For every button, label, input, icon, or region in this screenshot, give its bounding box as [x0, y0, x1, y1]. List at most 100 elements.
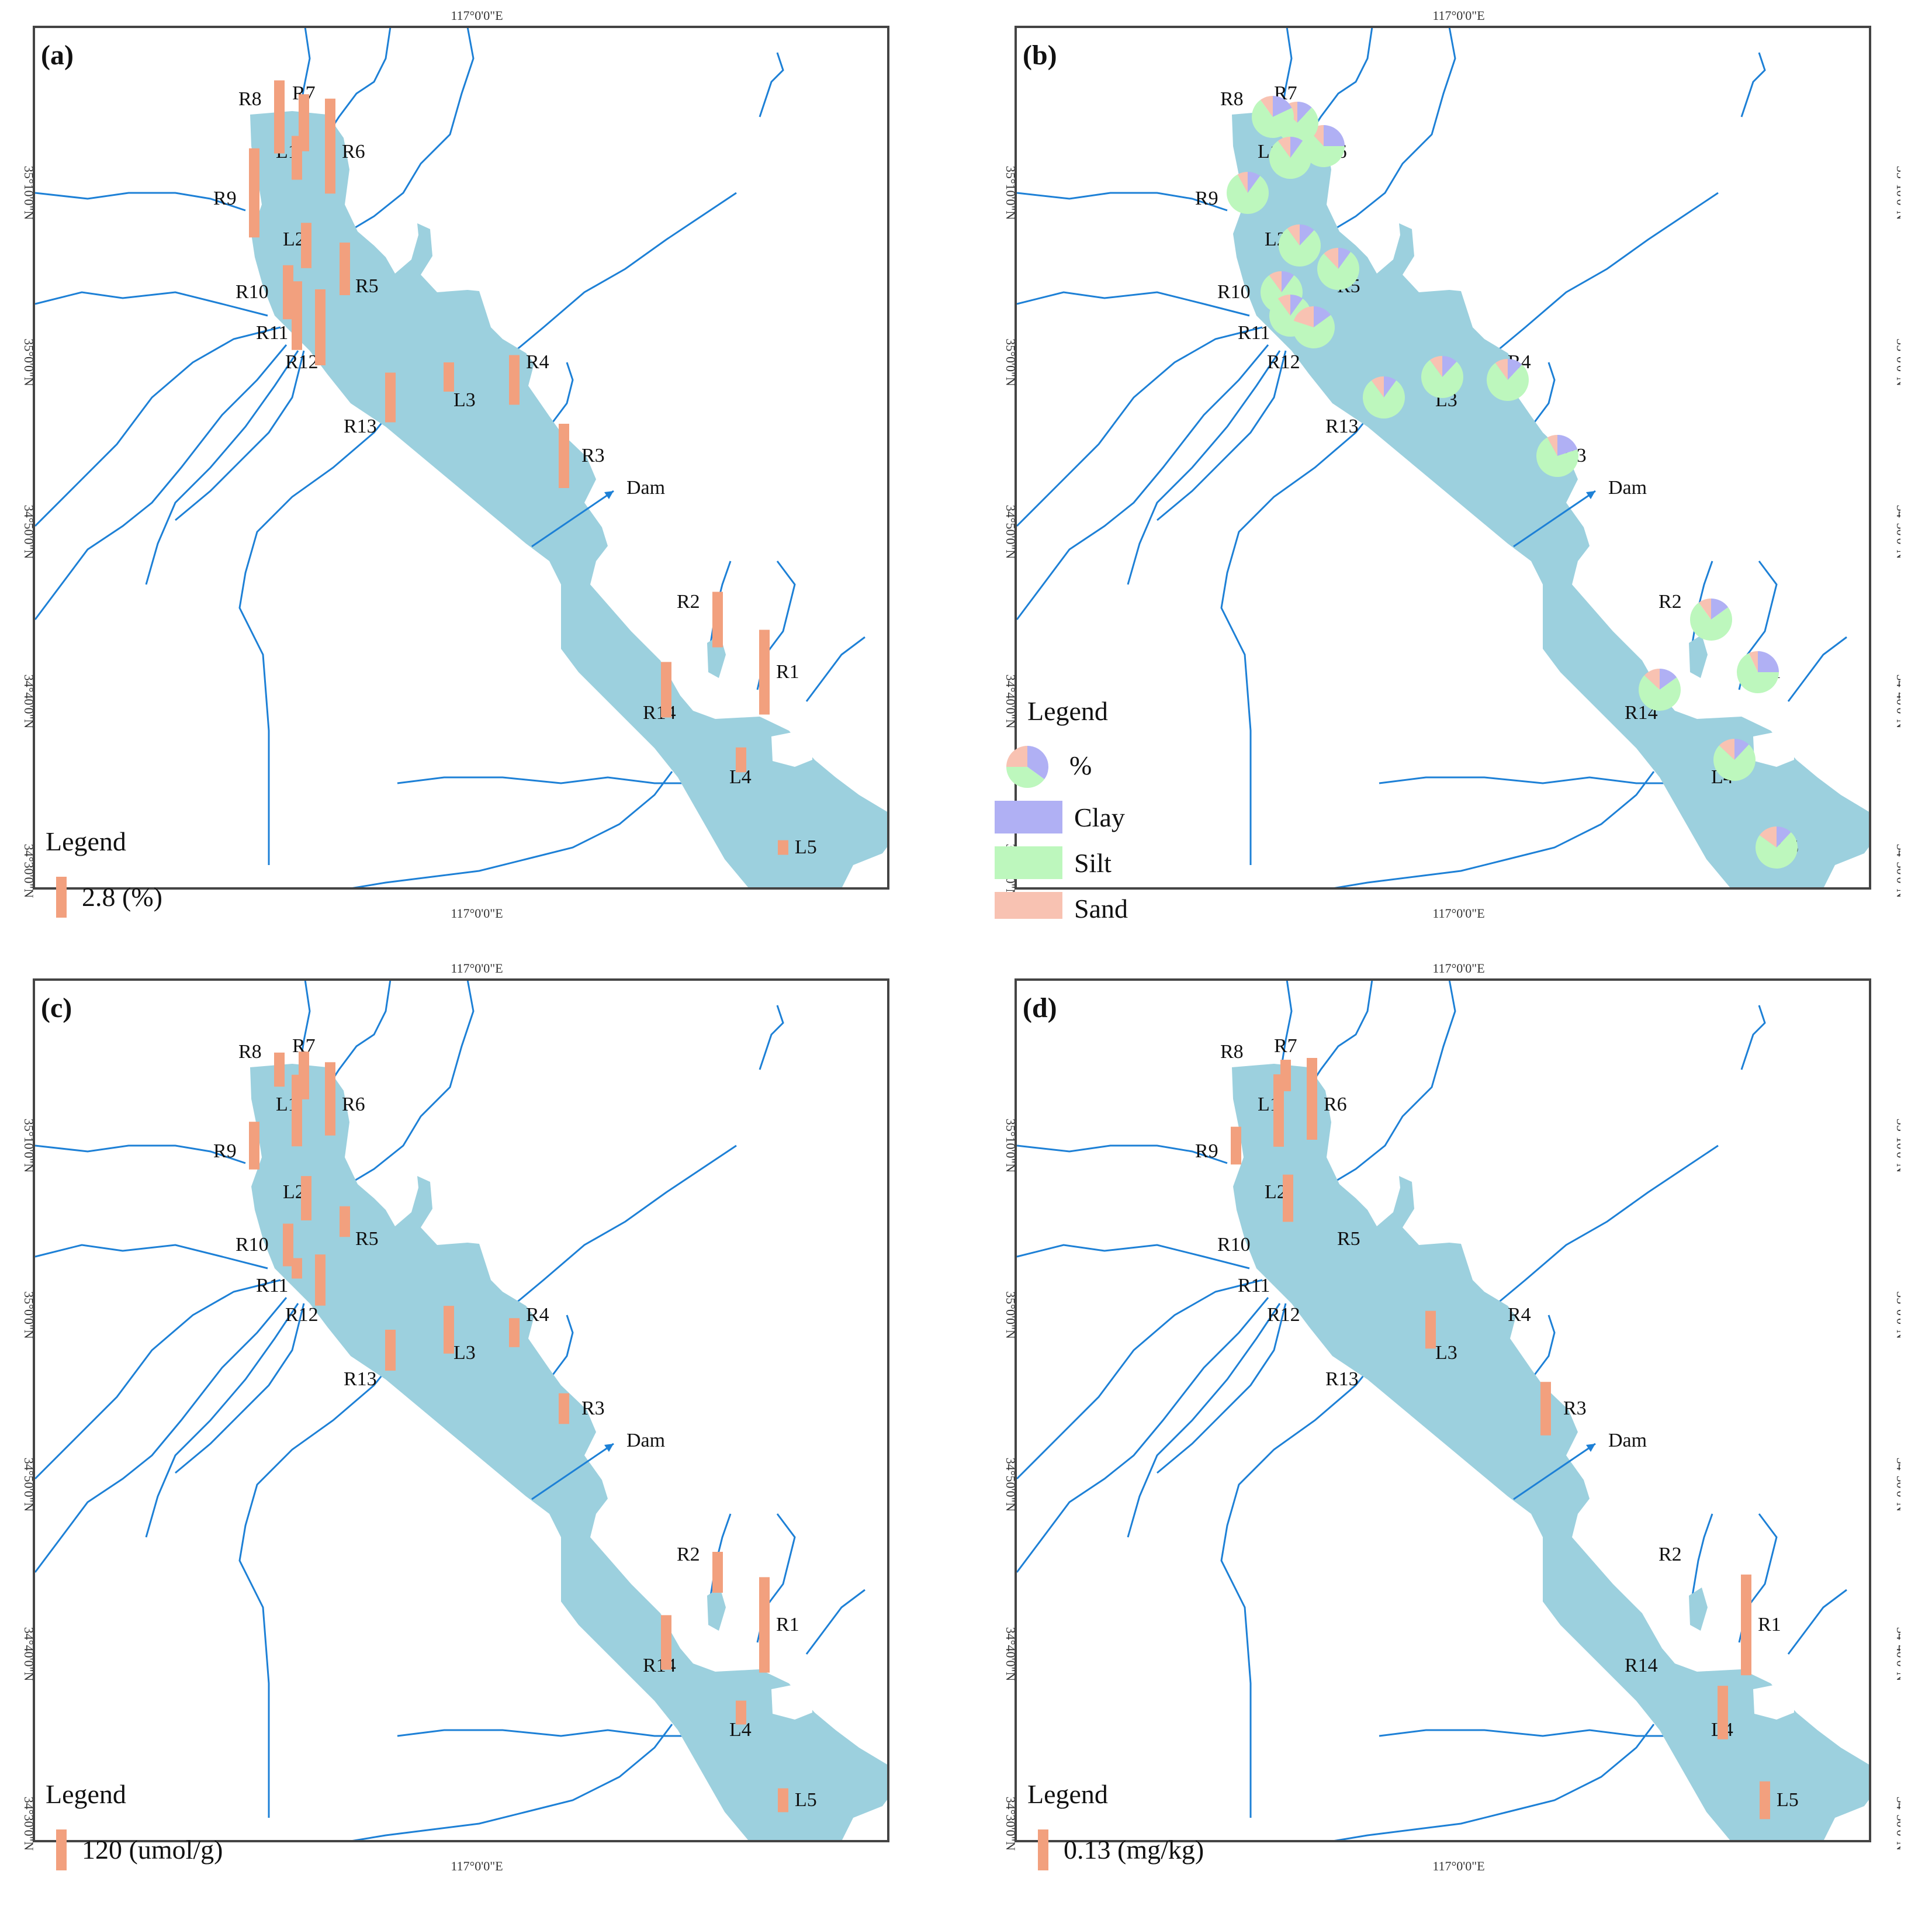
river-line [145, 1303, 299, 1538]
river-line [548, 362, 574, 427]
river-line [34, 192, 246, 212]
dam-line [531, 1443, 614, 1500]
map-frame [1015, 978, 1871, 1842]
river-line [1016, 326, 1263, 527]
river-line [1530, 1315, 1556, 1380]
pie-slice [1690, 602, 1732, 641]
latitude-label-right: 34°50'0"N [1894, 1458, 1900, 1512]
pie-slice [1639, 675, 1681, 711]
dam-arrow-icon [1586, 1444, 1595, 1452]
river-line [508, 192, 737, 358]
pie-slice [1303, 130, 1345, 167]
pie-slice [1719, 739, 1734, 760]
river-line [1326, 27, 1456, 235]
legend-title: Legend [46, 1779, 126, 1809]
site-label: R4 [526, 1304, 549, 1326]
river-line [1016, 1144, 1228, 1164]
river-line [1127, 1303, 1281, 1538]
river-line [34, 1279, 281, 1480]
map-frame [1015, 26, 1871, 890]
river-line [175, 350, 305, 521]
latitude-label-right: 35°0'0"N [1894, 338, 1900, 386]
map-canvas: 117°0'0"E117°0'0"E35°10'0"N35°0'0"N34°50… [22, 961, 889, 1872]
site-label: R9 [1195, 188, 1218, 209]
pie-slice [1547, 435, 1557, 456]
data-bar [1718, 1686, 1728, 1739]
map-panel: 117°0'0"E 117°0'0"E 35°10'0"N 35°0'0"N 34°50… [0, 953, 919, 1872]
data-bar [292, 136, 302, 180]
pie-slice [1287, 224, 1300, 245]
site-label: R7 [1274, 1035, 1297, 1057]
panel-label: (a) [41, 40, 74, 71]
data-bar [385, 372, 396, 423]
longitude-label-top: 117°0'0"E [451, 8, 503, 23]
pie-slice [1277, 295, 1290, 316]
river-line [1490, 192, 1719, 358]
legend-title: Legend [1027, 696, 1108, 726]
river-line [1787, 636, 1847, 702]
lake-inlet [707, 1587, 726, 1631]
longitude-label-top: 117°0'0"E [1432, 8, 1484, 23]
river-line [1490, 1144, 1719, 1310]
pie-slice [1487, 362, 1529, 401]
data-bar [340, 243, 350, 295]
legend-class-label: Sand [1074, 894, 1128, 919]
data-bar [759, 1577, 770, 1673]
pie-slice [1293, 306, 1314, 327]
site-label: L3 [1435, 1342, 1457, 1364]
legend-swatch [995, 801, 1062, 833]
site-label: R12 [285, 351, 318, 373]
data-bar [1273, 1074, 1284, 1147]
site-label: R8 [1220, 88, 1244, 110]
site-label: R11 [256, 322, 288, 344]
river-line [1325, 771, 1655, 888]
dam-line [1513, 1443, 1596, 1500]
site-label: L5 [795, 1789, 817, 1811]
data-bar [509, 1318, 520, 1347]
data-bar [315, 289, 326, 365]
pie-slice [1338, 248, 1351, 269]
river-line [238, 403, 399, 865]
pie-slice [1384, 376, 1397, 397]
pie-slice [1495, 359, 1508, 380]
pie-slice [1290, 137, 1303, 158]
map-panel: 117°0'0"E 117°0'0"E 35°10'0"N 35°10'0"N 35°0… [982, 0, 1900, 919]
river-line [175, 1303, 305, 1474]
data-bar [712, 1552, 723, 1593]
panel-label: (b) [1023, 40, 1057, 71]
data-bar [736, 1700, 746, 1725]
site-label: R5 [355, 1228, 379, 1250]
dam-label: Dam [1608, 477, 1647, 499]
site-label: R3 [581, 1398, 605, 1419]
site-label: L5 [795, 836, 817, 858]
river-line [238, 1355, 399, 1818]
pie-slice [1429, 356, 1442, 377]
river-line [145, 350, 299, 585]
river-line [1016, 1279, 1263, 1480]
pie-slice [1006, 767, 1045, 788]
pie-slice [1536, 437, 1578, 477]
data-bar [1540, 1382, 1551, 1436]
pie-slice [1317, 251, 1359, 290]
pie-slice [1421, 359, 1463, 398]
latitude-label-right: 34°40'0"N [1894, 1627, 1900, 1682]
site-label: R6 [342, 1094, 365, 1115]
map-panel: 117°0'0"E 117°0'0"E 35°10'0"N 35°10'0"N 35°0… [982, 953, 1900, 1872]
site-label: R11 [1238, 1275, 1270, 1296]
latitude-label-right: 34°40'0"N [1894, 675, 1900, 729]
pie-slice [1279, 228, 1321, 267]
river-line [343, 1724, 673, 1841]
pie-slice [1260, 96, 1273, 117]
pie-slice [1749, 651, 1758, 672]
pie-slice [1698, 599, 1711, 620]
lake-area [1232, 111, 1870, 888]
data-bar [283, 1223, 293, 1267]
site-label: R14 [1625, 1655, 1658, 1676]
data-bar [1760, 1781, 1770, 1820]
data-bar [315, 1254, 326, 1306]
site-label: R2 [677, 1544, 700, 1565]
pie-slice [1290, 295, 1303, 316]
data-bar [301, 223, 311, 268]
longitude-label-bottom: 117°0'0"E [451, 906, 503, 919]
